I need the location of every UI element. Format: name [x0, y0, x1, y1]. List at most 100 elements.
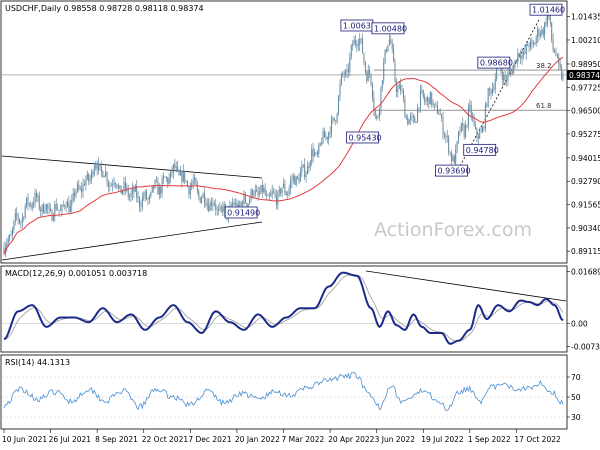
annotation-label: 0.93690: [437, 167, 470, 176]
candle-body: [493, 88, 495, 90]
candle-body: [364, 63, 366, 73]
candle-body: [515, 60, 517, 63]
candle-body: [47, 204, 49, 209]
candle-body: [460, 122, 462, 132]
candle-body: [109, 186, 111, 187]
candle-body: [347, 69, 349, 72]
candle-body: [297, 176, 299, 179]
candle-body: [466, 124, 468, 126]
candle-body: [105, 172, 107, 176]
candle-body: [187, 181, 189, 187]
candle-body: [61, 205, 63, 211]
candle-body: [336, 113, 338, 122]
price-tick-label: 0.98950: [571, 60, 600, 69]
candle-body: [240, 201, 242, 206]
candle-body: [309, 161, 311, 168]
x-tick-label: 7 Mar 2022: [282, 435, 325, 444]
candle-body: [472, 115, 474, 118]
candle-body: [328, 132, 330, 140]
candle-body: [177, 166, 179, 171]
candle-body: [76, 184, 78, 191]
candle-body: [198, 191, 200, 198]
candle-body: [59, 210, 61, 211]
candle-body: [17, 214, 19, 219]
candle-body: [3, 247, 5, 254]
candle-body: [422, 90, 424, 97]
candle-body: [88, 173, 90, 181]
candle-body: [271, 191, 273, 194]
candle-body: [19, 218, 21, 223]
candle-body: [531, 40, 533, 44]
candle-body: [524, 51, 526, 54]
candle-body: [378, 108, 380, 117]
candle-body: [294, 175, 296, 185]
candle-body: [163, 176, 165, 179]
candle-body: [542, 29, 544, 35]
x-tick-label: 20 Jan 2022: [235, 435, 280, 444]
x-tick-label: 10 Jun 2021: [2, 435, 47, 444]
candle-body: [544, 22, 546, 35]
annotation-label: 0.91490: [227, 208, 260, 217]
moving-average-line: [3, 57, 564, 255]
candle-body: [266, 194, 268, 196]
candle-body: [352, 45, 354, 46]
candle-body: [28, 203, 30, 205]
candle-body: [216, 209, 218, 211]
candle-body: [463, 126, 465, 137]
candle-body: [315, 152, 317, 154]
candle-body: [405, 117, 407, 119]
candle-body: [383, 62, 385, 81]
candle-body: [434, 103, 436, 105]
candle-body: [360, 38, 362, 39]
candle-body: [394, 61, 396, 81]
x-tick-label: 17 Oct 2022: [514, 435, 561, 444]
candle-body: [86, 173, 88, 180]
candle-body: [199, 197, 201, 203]
candle-body: [443, 135, 445, 137]
trend-line-dotted: [459, 17, 541, 167]
candle-body: [164, 176, 166, 178]
candle-body: [314, 153, 316, 157]
candle-body: [465, 124, 467, 137]
rsi-y-axis: 70 50 30: [567, 373, 581, 422]
candle-body: [373, 97, 375, 111]
candle-body: [449, 152, 451, 153]
candle-body: [154, 180, 156, 189]
candle-body: [93, 167, 95, 175]
candle-body: [113, 183, 115, 185]
candle-body: [48, 208, 50, 209]
candle-body: [476, 128, 478, 137]
candle-body: [24, 206, 26, 218]
trend-line-lower: [1, 221, 263, 261]
candle-body: [504, 75, 506, 80]
candle-body: [370, 73, 372, 84]
candle-body: [285, 192, 287, 196]
candle-body: [333, 117, 335, 121]
candle-body: [52, 216, 54, 221]
candle-body: [263, 188, 265, 192]
candle-body: [35, 192, 37, 198]
candle-body: [14, 213, 16, 222]
candle-body: [107, 182, 109, 187]
candle-body: [487, 88, 489, 107]
candle-body: [256, 189, 258, 192]
candle-body: [126, 187, 128, 189]
fibo-level-label: 38.2: [536, 62, 552, 70]
candle-body: [552, 39, 554, 50]
candle-body: [21, 217, 23, 223]
candle-body: [225, 203, 227, 207]
candle-body: [424, 96, 426, 102]
price-tick-label: 0.94015: [571, 154, 600, 163]
annotation-label: 0.94780: [466, 146, 499, 155]
annotation-box: [371, 22, 405, 35]
candle-body: [58, 209, 60, 211]
candle-body: [215, 204, 217, 210]
candle-body: [160, 187, 162, 194]
price-tick-label: 0.97725: [571, 83, 600, 92]
candle-body: [268, 195, 270, 197]
candle-body: [456, 141, 458, 150]
candle-body: [102, 171, 104, 178]
annotation-box: [463, 143, 497, 156]
candle-body: [188, 186, 190, 195]
